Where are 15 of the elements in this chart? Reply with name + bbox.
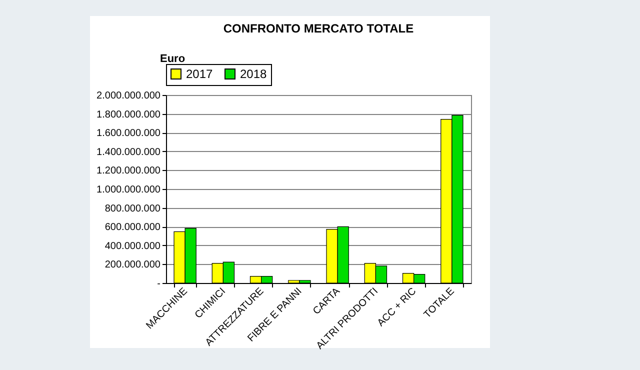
y-tick-label: 1.600.000.000 (96, 128, 161, 140)
y-tick-label: 1.400.000.000 (96, 146, 161, 158)
y-tick-label: 1.000.000.000 (96, 184, 161, 196)
y-tick-label: 400.000.000 (104, 240, 161, 252)
legend-label: 2018 (240, 67, 268, 81)
y-tick-label: - (157, 278, 160, 290)
y-tick-label: 1.800.000.000 (96, 109, 161, 120)
y-tick-label: 2.000.000.000 (96, 90, 161, 102)
y-tick-label: 800.000.000 (104, 203, 161, 214)
chart-title: CONFRONTO MERCATO TOTALE (223, 22, 414, 36)
legend-label: 2017 (186, 67, 214, 81)
y-axis-title: Euro (160, 53, 186, 65)
y-tick-label: 1.200.000.000 (96, 166, 161, 177)
y-tick-label: 200.000.000 (104, 260, 161, 271)
y-tick-label: 600.000.000 (104, 222, 161, 234)
